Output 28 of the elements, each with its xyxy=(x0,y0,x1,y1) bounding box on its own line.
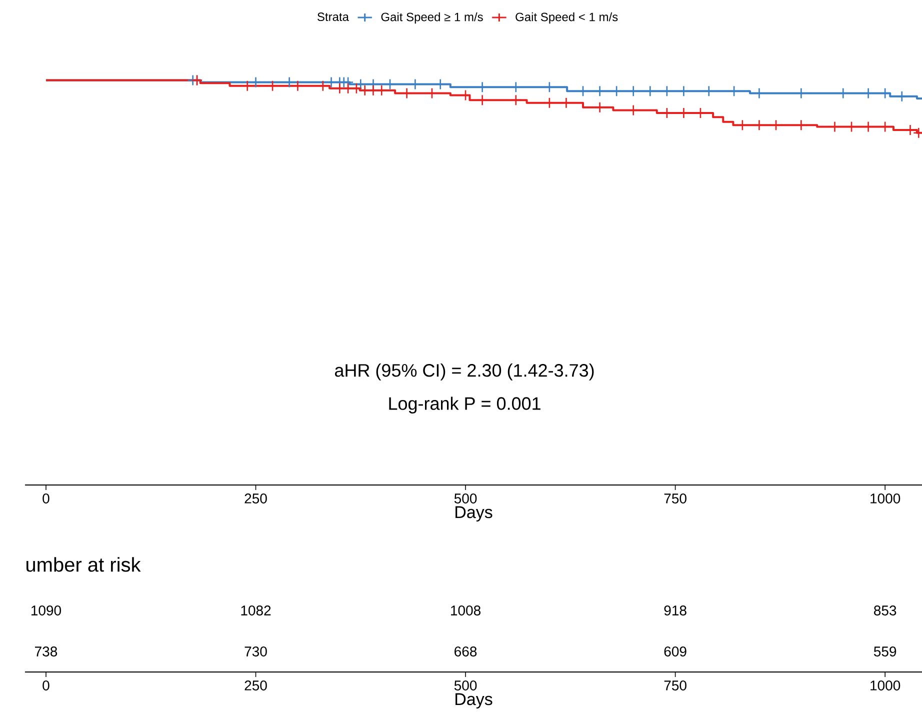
legend-title: Strata xyxy=(318,12,349,22)
annotation: aHR (95% CI) = 2.30 (1.42-3.73) xyxy=(334,364,594,380)
text: 738 xyxy=(35,646,58,656)
x-tick-label: 0 xyxy=(42,680,50,690)
text: 730 xyxy=(244,646,267,656)
x-tick-label: 1000 xyxy=(870,680,900,690)
text: 1008 xyxy=(451,606,480,616)
text: umber at risk xyxy=(26,557,141,572)
annotation: Log-rank P = 0.001 xyxy=(389,396,540,414)
legend-label: Gait Speed < 1 m/s xyxy=(516,12,618,24)
x2-tick-label: 0 xyxy=(42,494,50,504)
text: 668 xyxy=(454,646,477,656)
x-tick-label: 750 xyxy=(664,680,686,690)
x-tick-label: 250 xyxy=(244,680,267,690)
legend-label: Gait Speed ≥ 1 m/s xyxy=(381,12,483,24)
x2-axis-title: Days xyxy=(456,693,492,709)
text: 1082 xyxy=(241,606,271,616)
text: 853 xyxy=(874,606,896,616)
x2-tick-label: 1000 xyxy=(870,494,900,504)
text: 918 xyxy=(664,606,686,616)
x-tick-label: 500 xyxy=(454,680,477,690)
x2-tick-label: 250 xyxy=(244,494,267,504)
text: 609 xyxy=(664,646,686,656)
x2-tick-label: 500 xyxy=(454,494,477,504)
x2-tick-label: 750 xyxy=(664,494,686,504)
x-axis-title: Days xyxy=(456,506,492,522)
text: 1090 xyxy=(31,606,62,616)
text: 559 xyxy=(874,646,896,656)
